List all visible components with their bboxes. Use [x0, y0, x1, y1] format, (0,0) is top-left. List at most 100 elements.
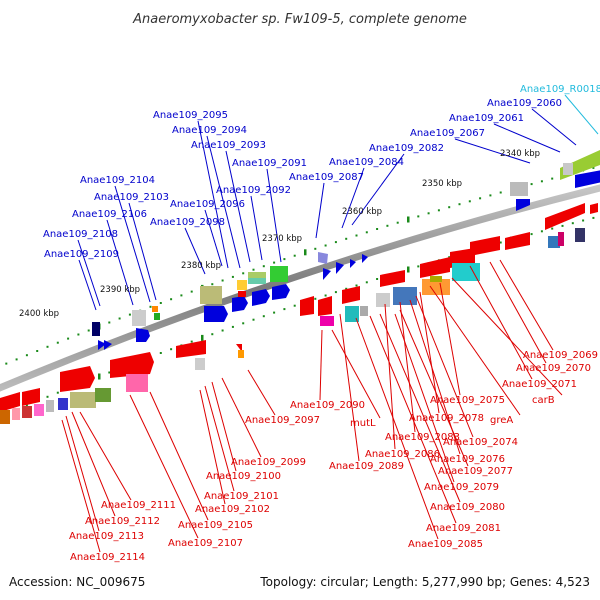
kbp-ruler-labels: 2340 kbp 2350 kbp 2360 kbp 2370 kbp 2380 kbp…	[19, 149, 540, 319]
tick-mark	[427, 212, 430, 215]
reverse-gene-label: Anae109_2085	[408, 539, 483, 550]
tick-mark	[437, 209, 440, 212]
tick-mark	[128, 313, 131, 316]
tick-mark	[231, 325, 234, 328]
reverse-gene-label: Anae109_2081	[426, 523, 501, 534]
reverse-gene-label: Anae109_2071	[502, 379, 577, 390]
callout-line	[71, 411, 116, 517]
tick-mark	[540, 230, 543, 233]
callout-line	[221, 377, 262, 458]
tick-mark	[108, 371, 111, 374]
tick-mark	[458, 203, 461, 206]
forward-gene-label: Anae109_2093	[191, 140, 266, 151]
reverse-gene-label: Anae109_2080	[430, 502, 505, 513]
tick-mark	[190, 340, 193, 343]
forward-gene-label: Anae109_2091	[232, 158, 307, 169]
kbp-tick-label: 2370 kbp	[262, 234, 302, 244]
tick-mark	[314, 297, 317, 300]
callout-line	[415, 295, 474, 438]
callout-line	[65, 415, 100, 532]
reverse-gene-label: Anae109_2101	[204, 491, 279, 502]
callout-line	[266, 168, 282, 263]
tick-mark	[118, 317, 121, 320]
reverse-gene-label: Anae109_2075	[430, 395, 505, 406]
tick-mark	[551, 177, 554, 180]
tick-mark	[551, 227, 554, 230]
reverse-gene-label: Anae109_2083	[385, 432, 460, 443]
forward-gene-label: Anae109_2106	[72, 209, 147, 220]
callout-line	[531, 108, 577, 146]
forward-gene-label: Anae109_2098	[150, 217, 225, 228]
tick-mark	[98, 373, 101, 380]
forward-gene-label: Anae109_2060	[487, 98, 562, 109]
kbp-tick-label: 2340 kbp	[500, 149, 540, 159]
tick-mark	[365, 231, 368, 234]
callout-line	[469, 265, 533, 380]
kbp-tick-label: 2390 kbp	[100, 285, 140, 295]
reverse-gene-label: Anae109_2078	[409, 413, 484, 424]
tick-mark	[56, 341, 59, 344]
reverse-gene-label: Anae109_2074	[443, 437, 518, 448]
callout-line	[211, 381, 237, 472]
reverse-gene-label: Anae109_2102	[195, 504, 270, 515]
tick-mark	[56, 391, 59, 394]
callout-line	[429, 285, 521, 416]
tick-mark	[448, 206, 451, 209]
tick-mark	[530, 183, 533, 186]
tick-mark	[365, 281, 368, 284]
tick-mark	[221, 329, 224, 332]
forward-gene-label: Anae109_2067	[410, 128, 485, 139]
tick-mark	[561, 224, 564, 227]
gene-callout-labels: Anae109_R0018 Anae109_2060 Anae109_2061 Ana…	[43, 84, 600, 563]
reverse-gene-label: greA	[490, 415, 513, 426]
tick-mark	[77, 333, 80, 336]
callout-line	[106, 219, 134, 306]
callout-line	[206, 135, 241, 269]
forward-gene-label: Anae109_2061	[449, 113, 524, 124]
tick-mark	[417, 215, 420, 218]
reverse-gene-label: Anae109_2090	[290, 400, 365, 411]
callout-line	[315, 182, 325, 239]
tick-mark	[324, 244, 327, 247]
callout-line	[197, 120, 229, 269]
forward-gene-label: Anae109_2087	[289, 172, 364, 183]
tick-mark	[221, 279, 224, 282]
tick-mark	[540, 180, 543, 183]
tick-mark	[108, 321, 111, 324]
tick-mark	[201, 334, 204, 341]
reverse-strand-features	[0, 203, 598, 424]
callout-line	[225, 150, 251, 263]
tick-mark	[355, 284, 358, 287]
callout-line	[454, 138, 531, 164]
forward-gene-label: Anae109_R0018	[520, 84, 600, 95]
forward-gene-label: Anae109_2082	[369, 143, 444, 154]
reverse-gene-label: mutL	[350, 418, 376, 429]
callout-line	[199, 389, 226, 505]
callout-line	[61, 419, 101, 553]
tick-mark	[407, 266, 410, 273]
forward-gene-label: Anae109_2103	[94, 192, 169, 203]
tick-mark	[314, 247, 317, 250]
reverse-gene-label: Anae109_2079	[424, 482, 499, 493]
callout-line	[79, 411, 132, 501]
forward-gene-label: Anae109_2109	[44, 249, 119, 260]
callout-line	[499, 259, 554, 351]
tick-mark	[242, 272, 245, 275]
tick-mark	[396, 221, 399, 224]
tick-mark	[530, 233, 533, 236]
tick-mark	[293, 254, 296, 257]
callout-line	[204, 209, 223, 267]
tick-mark	[386, 224, 389, 227]
tick-mark	[499, 191, 502, 194]
tick-mark	[376, 278, 379, 280]
callout-line	[250, 195, 263, 261]
tick-mark	[67, 337, 70, 340]
tick-mark	[252, 318, 255, 321]
reverse-gene-label: Anae109_2107	[168, 538, 243, 549]
callout-line	[451, 277, 563, 396]
callout-line	[489, 261, 547, 364]
reverse-gene-label: Anae109_2069	[523, 350, 598, 361]
tick-mark	[334, 241, 337, 244]
tick-mark	[25, 354, 28, 357]
